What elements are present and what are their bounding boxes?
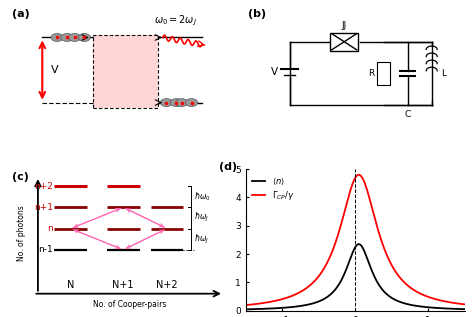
- Bar: [92, 35, 158, 108]
- Bar: [92, 35, 158, 108]
- Text: n+2: n+2: [34, 182, 53, 191]
- Bar: [377, 62, 390, 85]
- Circle shape: [61, 34, 73, 42]
- Text: $\hbar\omega_J$: $\hbar\omega_J$: [194, 211, 210, 224]
- Circle shape: [78, 34, 91, 42]
- Text: N+1: N+1: [112, 280, 134, 289]
- Text: JJ: JJ: [342, 22, 347, 30]
- Text: n-1: n-1: [38, 245, 53, 254]
- Text: V: V: [51, 65, 59, 75]
- Text: V: V: [271, 67, 278, 77]
- Circle shape: [51, 34, 63, 42]
- Text: $\hbar\omega_J$: $\hbar\omega_J$: [194, 233, 210, 246]
- Text: $\omega_0=2\omega_J$: $\omega_0=2\omega_J$: [154, 13, 197, 28]
- Text: No. of photons: No. of photons: [17, 205, 26, 261]
- Text: (c): (c): [12, 172, 28, 182]
- Circle shape: [185, 99, 198, 107]
- Text: $\hbar\omega_0$: $\hbar\omega_0$: [194, 191, 211, 203]
- Text: N+2: N+2: [156, 280, 178, 289]
- Text: No. of Cooper-pairs: No. of Cooper-pairs: [93, 301, 166, 309]
- Text: n: n: [47, 224, 53, 233]
- Bar: [330, 33, 358, 51]
- Text: R: R: [368, 69, 374, 78]
- Text: N: N: [67, 280, 74, 289]
- Circle shape: [68, 34, 81, 42]
- Circle shape: [170, 99, 182, 107]
- Text: L: L: [442, 69, 447, 78]
- Text: (d): (d): [219, 162, 237, 172]
- Text: (b): (b): [248, 9, 266, 19]
- Text: (a): (a): [12, 9, 29, 19]
- Text: C: C: [404, 110, 411, 120]
- Text: n+1: n+1: [34, 203, 53, 212]
- Circle shape: [160, 99, 173, 107]
- Legend: $\langle n\rangle$, $\Gamma_{CP}/\gamma$: $\langle n\rangle$, $\Gamma_{CP}/\gamma$: [250, 173, 297, 205]
- Circle shape: [176, 99, 188, 107]
